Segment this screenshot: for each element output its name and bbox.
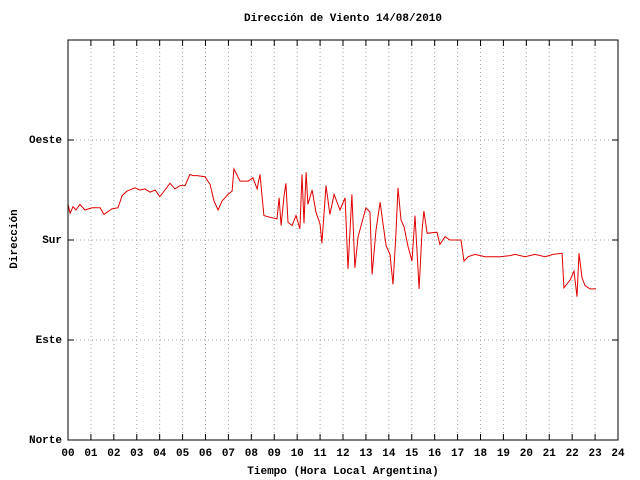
- y-tick-label: Norte: [29, 435, 62, 447]
- chart-title: Dirección de Viento 14/08/2010: [244, 13, 442, 25]
- x-tick-label: 05: [176, 448, 190, 460]
- x-tick-label: 10: [291, 448, 304, 460]
- grid: [67, 39, 619, 441]
- x-tick-label: 09: [268, 448, 281, 460]
- x-tick-label: 00: [61, 448, 74, 460]
- x-tick-label: 21: [543, 448, 557, 460]
- x-tick-label: 06: [199, 448, 212, 460]
- x-tick-label: 12: [336, 448, 349, 460]
- plot-border: [67, 39, 619, 441]
- data-line: [67, 167, 596, 297]
- x-tick-label: 07: [222, 448, 235, 460]
- x-tick-label: 24: [611, 448, 625, 460]
- x-tick-label: 08: [245, 448, 259, 460]
- x-tick-label: 19: [497, 448, 510, 460]
- x-tick-label: 14: [382, 448, 396, 460]
- x-tick-label: 23: [588, 448, 602, 460]
- x-tick-label: 22: [566, 448, 579, 460]
- x-tick-label: 02: [107, 448, 120, 460]
- x-tick-label: 04: [153, 448, 167, 460]
- x-tick-label: 16: [428, 448, 441, 460]
- x-tick-label: 11: [313, 448, 327, 460]
- x-tick-label: 15: [405, 448, 419, 460]
- y-tick-label: Oeste: [29, 135, 62, 147]
- y-axis-label: Dirección: [9, 209, 21, 268]
- x-tick-label: 03: [130, 448, 144, 460]
- x-tick-label: 13: [359, 448, 373, 460]
- y-tick-label: Este: [36, 335, 63, 347]
- x-tick-label: 20: [520, 448, 533, 460]
- x-tick-label: 17: [451, 448, 464, 460]
- plot: [67, 167, 596, 297]
- y-tick-label: Sur: [42, 235, 62, 247]
- x-tick-label: 01: [84, 448, 98, 460]
- x-axis-label: Tiempo (Hora Local Argentina): [247, 466, 438, 478]
- x-tick-label: 18: [474, 448, 488, 460]
